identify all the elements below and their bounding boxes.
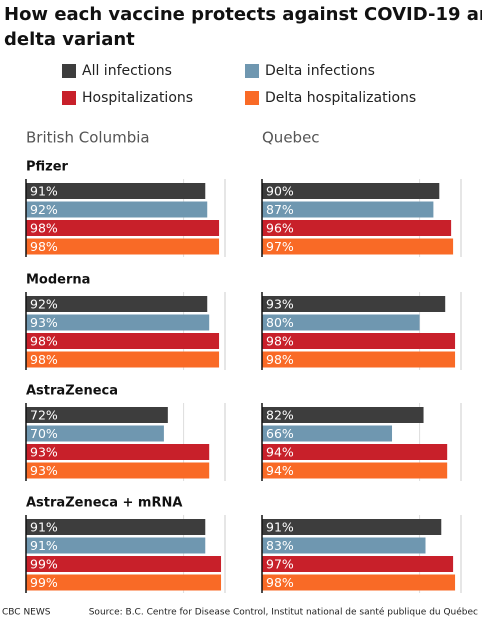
bar [262,220,452,236]
value-label: 93% [266,297,294,312]
legend-label: Hospitalizations [82,90,193,106]
legend-swatch [245,64,259,78]
value-label: 94% [266,463,294,478]
value-label: 90% [266,184,294,199]
value-label: 98% [266,334,294,349]
bar [262,519,442,535]
value-label: 97% [266,557,294,572]
group-title: Pfizer [26,160,69,175]
value-label: 96% [266,221,294,236]
bar [26,333,220,349]
source: Source: B.C. Centre for Disease Control,… [89,607,478,618]
bar [262,333,456,349]
bar [262,238,454,255]
panel-title: Quebec [262,129,320,147]
value-label: 70% [30,426,58,441]
value-label: 72% [30,408,58,423]
group-title: AstraZeneca [26,384,118,399]
legend-label: All infections [82,63,172,79]
bar [262,425,393,442]
legend-swatch [245,91,259,105]
value-label: 98% [30,239,58,254]
value-label: 66% [266,426,294,441]
bar [262,201,434,218]
bar [26,444,210,460]
bar [26,407,168,423]
value-label: 93% [30,463,58,478]
bar [262,556,454,572]
legend-swatch [62,91,76,105]
value-label: 98% [266,575,294,590]
bar [26,574,222,591]
bar [26,519,206,535]
bar [26,537,206,554]
bar [26,351,220,368]
bar [262,444,448,460]
legend-label: Delta hospitalizations [265,90,416,106]
value-label: 98% [30,334,58,349]
bar [262,407,424,423]
credit: CBC NEWS [2,608,51,618]
bar [262,537,426,554]
panel-title: British Columbia [26,129,150,147]
bar [26,238,220,255]
value-label: 82% [266,408,294,423]
bar [26,314,210,331]
bar [262,462,448,479]
bar [26,183,206,199]
value-label: 91% [30,184,58,199]
bar [26,201,208,218]
legend-label: Delta infections [265,63,375,79]
bar [262,314,420,331]
value-label: 98% [266,352,294,367]
bar [26,296,208,312]
bar [26,220,220,236]
value-label: 91% [30,520,58,535]
bar [262,296,446,312]
bar [26,425,164,442]
value-label: 83% [266,538,294,553]
value-label: 99% [30,557,58,572]
chart-title: How each vaccine protects against COVID-… [4,4,482,50]
value-label: 94% [266,445,294,460]
legend-swatch [62,64,76,78]
value-label: 92% [30,297,58,312]
value-label: 91% [30,538,58,553]
group-title: AstraZeneca + mRNA [26,496,182,511]
value-label: 92% [30,202,58,217]
value-label: 80% [266,315,294,330]
value-label: 97% [266,239,294,254]
bar [26,556,222,572]
value-label: 93% [30,315,58,330]
value-label: 91% [266,520,294,535]
value-label: 98% [30,352,58,367]
value-label: 93% [30,445,58,460]
bar [262,183,440,199]
value-label: 99% [30,575,58,590]
value-label: 98% [30,221,58,236]
bar [26,462,210,479]
value-label: 87% [266,202,294,217]
bar [262,574,456,591]
group-title: Moderna [26,273,90,288]
bar [262,351,456,368]
